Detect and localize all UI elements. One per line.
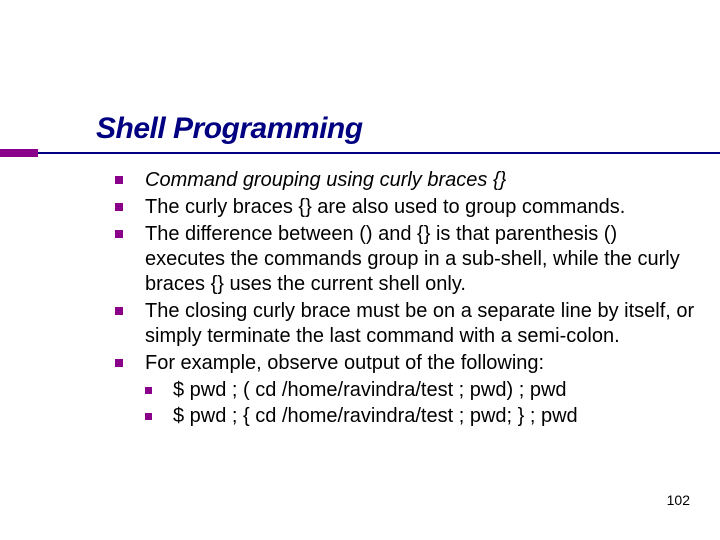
square-bullet-icon <box>115 176 123 184</box>
title-underline <box>0 152 720 154</box>
bullet-item: Command grouping using curly braces {} <box>115 168 695 193</box>
slide: Shell Programming Command grouping using… <box>0 0 720 540</box>
bullet-item: The difference between () and {} is that… <box>115 222 695 297</box>
bullet-text: The curly braces {} are also used to gro… <box>145 196 625 218</box>
bullet-text: For example, observe output of the follo… <box>145 352 544 374</box>
square-bullet-icon <box>115 307 123 315</box>
bullet-text: The difference between () and {} is that… <box>145 223 680 295</box>
slide-title: Shell Programming <box>96 112 363 146</box>
page-number: 102 <box>667 492 690 508</box>
title-accent-box <box>0 149 38 157</box>
sub-bullet-item: $ pwd ; ( cd /home/ravindra/test ; pwd) … <box>145 378 695 403</box>
bullet-text: Command grouping using curly braces {} <box>145 169 506 191</box>
square-bullet-icon <box>115 230 123 238</box>
square-bullet-icon <box>145 413 152 420</box>
square-bullet-icon <box>145 387 152 394</box>
bullet-text: $ pwd ; { cd /home/ravindra/test ; pwd; … <box>173 405 578 427</box>
bullet-text: The closing curly brace must be on a sep… <box>145 300 694 347</box>
title-block: Shell Programming <box>96 112 363 146</box>
bullet-item: The closing curly brace must be on a sep… <box>115 299 695 349</box>
square-bullet-icon <box>115 359 123 367</box>
bullet-item: The curly braces {} are also used to gro… <box>115 195 695 220</box>
bullet-item: For example, observe output of the follo… <box>115 351 695 376</box>
content-area: Command grouping using curly braces {} T… <box>115 168 695 430</box>
square-bullet-icon <box>115 203 123 211</box>
sub-bullet-item: $ pwd ; { cd /home/ravindra/test ; pwd; … <box>145 404 695 429</box>
bullet-text: $ pwd ; ( cd /home/ravindra/test ; pwd) … <box>173 379 567 401</box>
